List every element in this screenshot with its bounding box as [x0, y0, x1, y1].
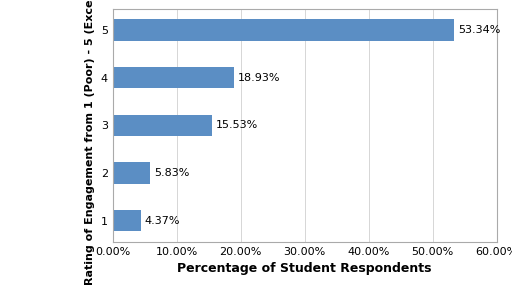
X-axis label: Percentage of Student Respondents: Percentage of Student Respondents	[177, 262, 432, 275]
Text: 15.53%: 15.53%	[216, 120, 258, 130]
Y-axis label: Rating of Engagement from 1 (Poor) - 5 (Excellent): Rating of Engagement from 1 (Poor) - 5 (…	[85, 0, 95, 285]
Bar	[113, 19, 454, 41]
Text: 18.93%: 18.93%	[238, 73, 280, 83]
Text: 53.34%: 53.34%	[458, 25, 500, 35]
Bar	[113, 210, 141, 231]
Bar	[113, 115, 212, 136]
Text: 5.83%: 5.83%	[154, 168, 189, 178]
Bar	[113, 67, 234, 88]
Bar	[113, 162, 150, 184]
Text: 4.37%: 4.37%	[144, 216, 180, 226]
